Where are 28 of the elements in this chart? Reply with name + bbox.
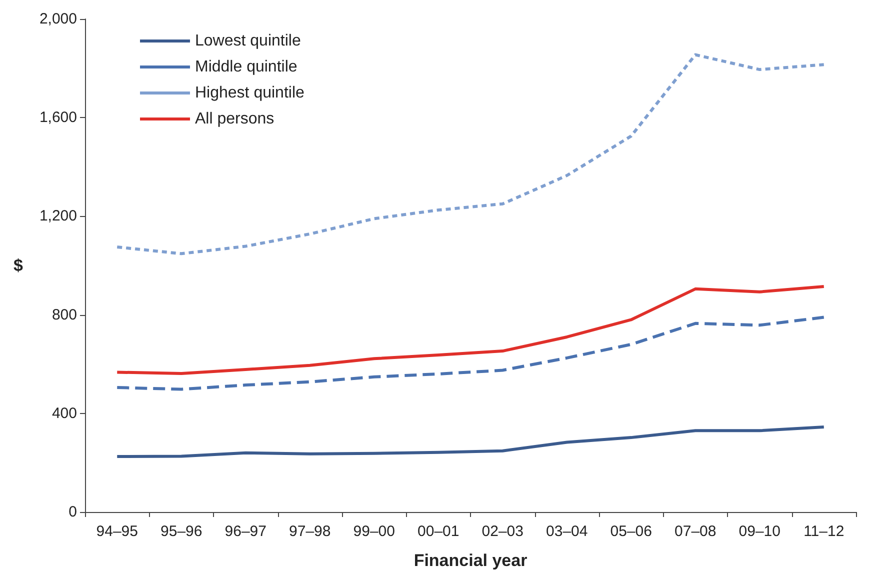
x-tick-label: 96–97 [224,523,266,540]
line-series [116,316,826,391]
x-tick-label: 00–01 [418,523,460,540]
y-tick-label: 1,200 [39,208,77,225]
x-tick-label: 09–10 [738,523,780,540]
legend-label: Lowest quintile [195,32,301,50]
x-tick-label: 02–03 [482,523,524,540]
y-tick-label: 2,000 [39,10,77,28]
line-series [116,53,826,256]
x-axis-title: Financial year [414,551,528,570]
x-tick-label: 03–04 [546,523,588,540]
x-tick-label: 05–06 [610,523,652,540]
x-tick-label: 94–95 [96,523,138,540]
line-series [116,425,826,458]
x-tick-label: 11–12 [804,523,844,540]
x-tick-label: 07–08 [674,523,716,540]
legend-label: Highest quintile [195,84,304,102]
x-tick-label: 99–00 [353,523,395,540]
y-tick-label: 400 [52,404,77,422]
y-tick-label: 0 [68,504,77,520]
legend-label: All persons [195,110,274,128]
legend-label: Middle quintile [195,58,298,76]
y-tick-label: 1,600 [39,109,77,126]
x-tick-label: 97–98 [289,523,331,540]
line-series [116,284,826,375]
x-tick-label: 95–96 [160,523,202,540]
y-tick-label: 800 [52,306,77,324]
y-axis-title: $ [14,256,24,275]
